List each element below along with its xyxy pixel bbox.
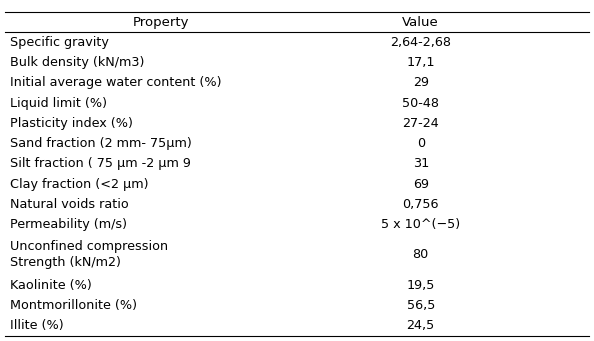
Text: 27-24: 27-24 bbox=[402, 117, 439, 130]
Text: Specific gravity: Specific gravity bbox=[10, 36, 108, 49]
Text: Property: Property bbox=[133, 16, 189, 29]
Text: Clay fraction (<2 μm): Clay fraction (<2 μm) bbox=[10, 178, 148, 191]
Text: 31: 31 bbox=[413, 157, 429, 170]
Text: 80: 80 bbox=[413, 248, 429, 262]
Text: 29: 29 bbox=[413, 76, 429, 89]
Text: Initial average water content (%): Initial average water content (%) bbox=[10, 76, 221, 89]
Text: Illite (%): Illite (%) bbox=[10, 319, 63, 332]
Text: Plasticity index (%): Plasticity index (%) bbox=[10, 117, 132, 130]
Text: Value: Value bbox=[402, 16, 439, 29]
Text: Kaolinite (%): Kaolinite (%) bbox=[10, 279, 91, 292]
Text: 50-48: 50-48 bbox=[402, 97, 439, 109]
Text: Unconfined compression
Strength (kN/m2): Unconfined compression Strength (kN/m2) bbox=[10, 240, 168, 269]
Text: Silt fraction ( 75 μm -2 μm 9: Silt fraction ( 75 μm -2 μm 9 bbox=[10, 157, 191, 170]
Text: 17,1: 17,1 bbox=[406, 56, 435, 69]
Text: Bulk density (kN/m3): Bulk density (kN/m3) bbox=[10, 56, 144, 69]
Text: 24,5: 24,5 bbox=[407, 319, 435, 332]
Text: Natural voids ratio: Natural voids ratio bbox=[10, 198, 128, 211]
Text: 0,756: 0,756 bbox=[403, 198, 439, 211]
Text: Sand fraction (2 mm- 75μm): Sand fraction (2 mm- 75μm) bbox=[10, 137, 191, 150]
Text: 5 x 10^(−5): 5 x 10^(−5) bbox=[381, 218, 460, 231]
Text: Permeability (m/s): Permeability (m/s) bbox=[10, 218, 127, 231]
Text: 19,5: 19,5 bbox=[406, 279, 435, 292]
Text: 0: 0 bbox=[416, 137, 425, 150]
Text: Liquid limit (%): Liquid limit (%) bbox=[10, 97, 106, 109]
Text: 56,5: 56,5 bbox=[406, 299, 435, 312]
Text: Montmorillonite (%): Montmorillonite (%) bbox=[10, 299, 137, 312]
Text: 69: 69 bbox=[413, 178, 429, 191]
Text: 2,64-2,68: 2,64-2,68 bbox=[390, 36, 451, 49]
